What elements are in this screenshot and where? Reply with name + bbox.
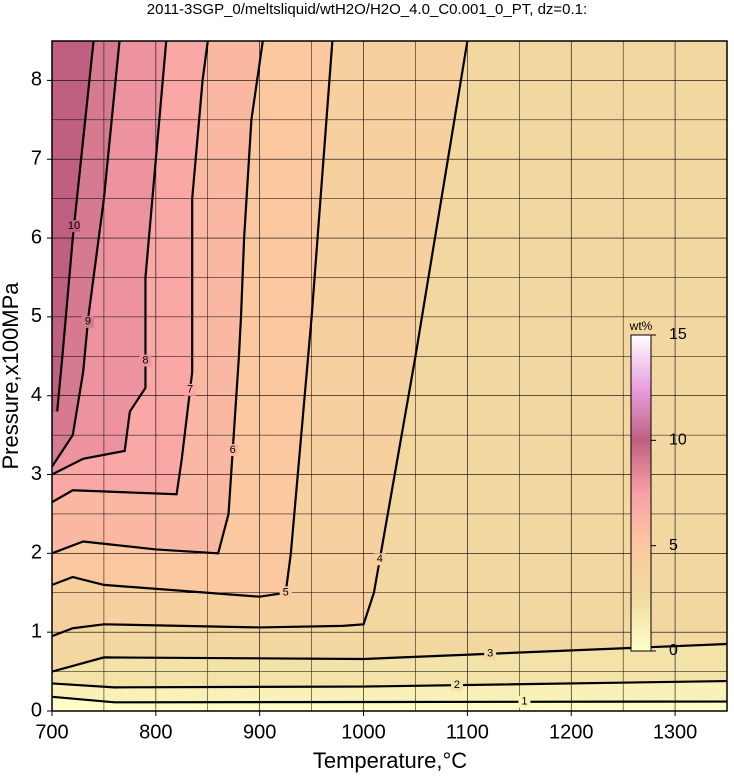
y-tick-label: 8	[31, 69, 42, 91]
x-tick-label: 1200	[549, 721, 594, 743]
contour-label: 1	[521, 696, 527, 708]
y-tick-label: 0	[31, 699, 42, 721]
x-tick-label: 1300	[653, 721, 698, 743]
contour-label: 6	[230, 444, 236, 456]
y-tick-label: 1	[31, 620, 42, 642]
y-tick-label: 6	[31, 226, 42, 248]
x-tick-label: 800	[139, 721, 172, 743]
contour-line	[52, 41, 334, 598]
contour-label-bg	[484, 647, 497, 660]
colorbar	[630, 334, 652, 652]
contour-label: 8	[142, 354, 148, 366]
x-tick-label: 1000	[341, 721, 386, 743]
y-tick-label: 7	[31, 148, 42, 170]
contour-line	[52, 41, 209, 504]
contour-line	[52, 679, 727, 689]
plot-frame	[51, 40, 728, 712]
contour-label: 5	[283, 586, 289, 598]
contour-label-bg	[450, 679, 463, 692]
overlay: 700 800 900 1000 1100 1200 1300012345678wt%051…	[31, 40, 728, 743]
contour-label-bg	[518, 695, 531, 708]
contour-line	[56, 41, 95, 412]
contour-label-bg	[226, 444, 239, 457]
contour-label: 2	[454, 679, 460, 691]
contour-label-bg	[184, 383, 197, 396]
contour-line	[52, 41, 121, 468]
x-tick-label: 700	[35, 721, 68, 743]
contour-line	[52, 41, 168, 476]
colorbar-label: wt%	[629, 319, 653, 333]
colorbar-tick-label: 15	[669, 326, 687, 343]
contour-line	[52, 41, 264, 555]
contour-label: 7	[187, 384, 193, 396]
contour-label-bg	[139, 354, 152, 367]
contour-line	[52, 41, 469, 638]
y-tick-label: 4	[31, 384, 42, 406]
contour-label-bg	[373, 553, 386, 566]
contour-line	[52, 642, 727, 673]
contour-label-bg	[81, 315, 94, 328]
y-axis-label: Pressure,x100MPa	[0, 282, 23, 470]
colorbar-tick-label: 5	[669, 537, 678, 554]
x-axis-label: Temperature,°C	[313, 748, 467, 773]
colorbar-tick-label: 0	[669, 642, 678, 659]
chart-title: 2011-3SGP_0/meltsliquid/wtH2O/H2O_4.0_C0…	[147, 1, 587, 18]
x-tick-label: 1100	[446, 721, 489, 743]
contour-label: 9	[85, 316, 91, 328]
x-tick-label: 900	[243, 721, 276, 743]
y-tick-label: 3	[31, 463, 42, 485]
plot-area: 1 2 3 4 5 6 7 8 9 10	[52, 41, 727, 711]
contour-label: 4	[377, 553, 383, 565]
contour-label-bg	[68, 220, 81, 233]
contour-label-bg	[279, 586, 292, 599]
y-tick-label: 2	[31, 542, 42, 564]
colorbar-tick-label: 10	[669, 432, 687, 449]
y-tick-label: 5	[31, 305, 42, 327]
contour-label: 10	[68, 220, 80, 232]
contour-label: 3	[487, 648, 493, 660]
